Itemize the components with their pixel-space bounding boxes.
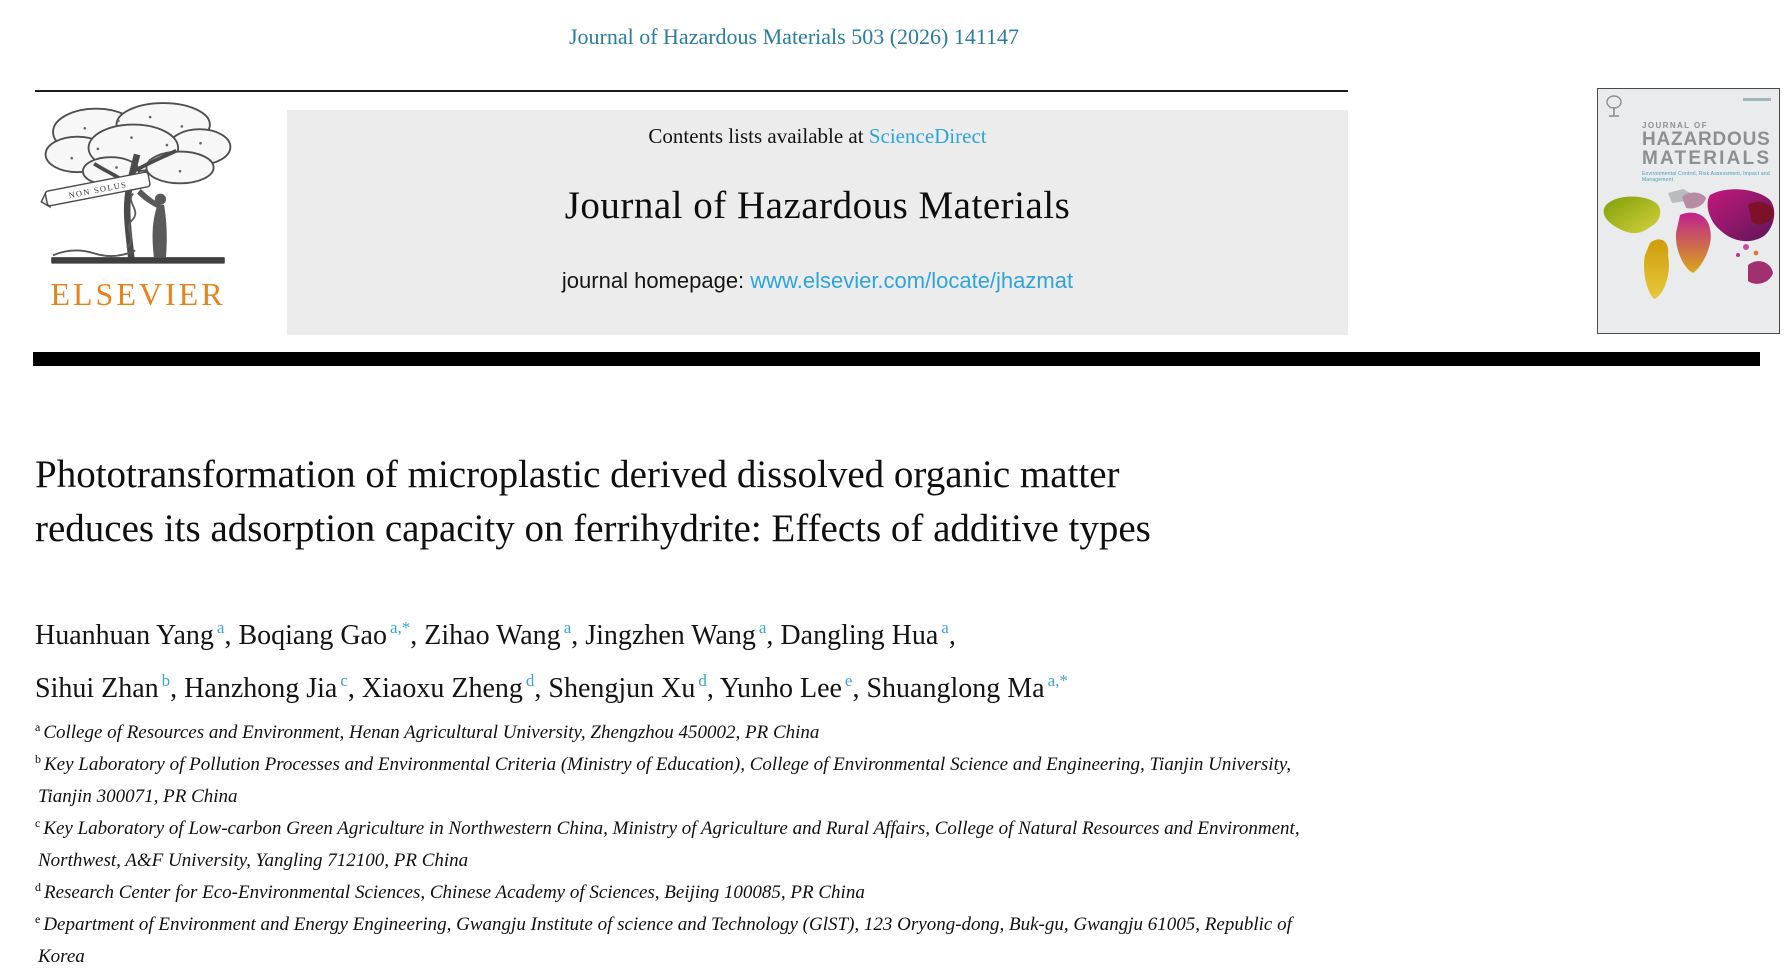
author-name: Zihao Wang xyxy=(424,620,561,651)
elsevier-logo: NON SOLUS ELSEVIER xyxy=(31,96,245,313)
author: Zihao Wang a, xyxy=(424,618,586,651)
author-name: Yunho Lee xyxy=(719,673,842,704)
author-name: Shengjun Xu xyxy=(548,673,696,704)
affiliation-superscript: a xyxy=(35,720,41,734)
author-separator: , xyxy=(766,620,781,651)
author: Boqiang Gao a,*, xyxy=(238,618,425,651)
affiliation-line: b Key Laboratory of Pollution Processes a… xyxy=(35,746,1565,778)
cover-subtitle: Environmental Control, Risk Assessment, … xyxy=(1642,171,1770,183)
cover-hazardous: HAZARDOUS xyxy=(1642,129,1771,150)
contents-prefix: Contents lists available at xyxy=(648,124,869,148)
affiliation-line: Korea xyxy=(35,938,1565,970)
author-list: Huanhuan Yang a, Boqiang Gao a,*, Zihao Wa… xyxy=(35,605,1565,711)
author: Xiaoxu Zheng d, xyxy=(361,671,549,704)
affiliation-superscript: e xyxy=(35,912,41,926)
article-title: Phototransformation of microplastic deri… xyxy=(35,448,1555,556)
author-superscript: c xyxy=(340,671,348,690)
affiliation-line: Tianjin 300071, PR China xyxy=(35,778,1565,810)
affiliation-superscript: d xyxy=(35,880,41,894)
affiliation-line: e Department of Environment and Energy En… xyxy=(35,906,1565,938)
header-rule xyxy=(35,90,1348,92)
author-separator: , xyxy=(410,620,425,651)
author-superscript: d xyxy=(525,671,535,690)
homepage-prefix: journal homepage: xyxy=(561,268,751,293)
author-name: Xiaoxu Zheng xyxy=(361,673,523,704)
author-separator: , xyxy=(224,620,239,651)
affiliation-superscript: c xyxy=(35,816,41,830)
affiliation-line: d Research Center for Eco-Environmental S… xyxy=(35,874,1565,906)
elsevier-tree-icon: NON SOLUS xyxy=(40,102,232,264)
affiliation-text: Northwest, A&F University, Yangling 7121… xyxy=(38,850,469,871)
separator-bar xyxy=(33,352,1760,366)
journal-citation[interactable]: Journal of Hazardous Materials 503 (2026… xyxy=(568,24,1020,49)
article-title-line: Phototransformation of microplastic deri… xyxy=(35,453,1120,496)
author: Huanhuan Yang a, xyxy=(35,618,239,651)
author-separator: , xyxy=(852,673,867,704)
author: Shuanglong Ma a,* xyxy=(866,671,1068,704)
cover-world-map-image xyxy=(1603,189,1775,299)
author-superscript: a,* xyxy=(389,618,411,637)
author-superscript: e xyxy=(844,671,853,690)
author-name: Boqiang Gao xyxy=(238,620,387,651)
affiliation-text: Tianjin 300071, PR China xyxy=(38,786,238,807)
author-separator: , xyxy=(948,620,956,651)
affiliation-text: Key Laboratory of Low-carbon Green Agric… xyxy=(43,818,1300,839)
author-superscript: a,* xyxy=(1047,671,1068,690)
author: Dangling Hua a, xyxy=(780,618,956,651)
sciencedirect-link[interactable]: ScienceDirect xyxy=(868,124,987,148)
author-separator: , xyxy=(347,673,362,704)
homepage-line: journal homepage: www.elsevier.com/locat… xyxy=(287,268,1348,294)
cover-materials: MATERIALS xyxy=(1642,148,1772,169)
gentleman-figure xyxy=(137,188,167,258)
author-separator: , xyxy=(534,673,549,704)
author-superscript: a xyxy=(941,618,949,637)
journal-cover-thumbnail: JOURNAL OF HAZARDOUS MATERIALS Environme… xyxy=(1597,88,1780,334)
author-name: Jingzhen Wang xyxy=(585,620,756,651)
author-superscript: a xyxy=(216,618,225,637)
affiliation-text: Research Center for Eco-Environmental Sc… xyxy=(44,882,865,903)
author-superscript: b xyxy=(161,671,171,690)
author-name: Shuanglong Ma xyxy=(866,673,1045,704)
contents-line: Contents lists available at ScienceDirec… xyxy=(287,124,1348,149)
article-title-line: reduces its adsorption capacity on ferri… xyxy=(35,507,1151,550)
author: Shengjun Xu d, xyxy=(548,671,720,704)
author-name: Sihui Zhan xyxy=(35,673,159,704)
author-separator: , xyxy=(571,620,586,651)
author-name: Dangling Hua xyxy=(780,620,939,651)
author: Jingzhen Wang a, xyxy=(585,618,781,651)
author-superscript: a xyxy=(563,618,572,637)
masthead-box: Contents lists available at ScienceDirec… xyxy=(287,110,1348,335)
author-name: Hanzhong Jia xyxy=(184,673,338,704)
author-superscript: d xyxy=(698,671,707,690)
journal-title: Journal of Hazardous Materials xyxy=(564,184,1071,227)
affiliation-text: Korea xyxy=(38,946,85,967)
affiliation-text: Key Laboratory of Pollution Processes an… xyxy=(44,754,1291,775)
author: Hanzhong Jia c, xyxy=(184,671,362,704)
author-line-2: Sihui Zhan b, Hanzhong Jia c, Xiaoxu Zheng… xyxy=(35,658,1565,711)
affiliation-line: c Key Laboratory of Low-carbon Green Agri… xyxy=(35,810,1565,842)
affiliations: a College of Resources and Environment, H… xyxy=(35,714,1565,970)
cover-journal-of: JOURNAL OF xyxy=(1642,121,1708,130)
cover-elsevier-icon xyxy=(1606,95,1622,117)
author-separator: , xyxy=(706,673,720,704)
affiliation-text: College of Resources and Environment, He… xyxy=(43,722,820,743)
author-name: Huanhuan Yang xyxy=(35,620,214,651)
author: Sihui Zhan b, xyxy=(35,671,185,704)
author: Yunho Lee e, xyxy=(719,671,867,704)
affiliation-line: a College of Resources and Environment, H… xyxy=(35,714,1565,746)
author-superscript: a xyxy=(758,618,767,637)
affiliation-line: Northwest, A&F University, Yangling 7121… xyxy=(35,842,1565,874)
homepage-link[interactable]: www.elsevier.com/locate/jhazmat xyxy=(750,268,1074,293)
affiliation-superscript: b xyxy=(35,752,41,766)
affiliation-text: Department of Environment and Energy Eng… xyxy=(43,914,1292,935)
elsevier-wordmark: ELSEVIER xyxy=(50,276,226,312)
author-separator: , xyxy=(170,673,185,704)
cover-issn-mark xyxy=(1743,98,1771,101)
author-line-1: Huanhuan Yang a, Boqiang Gao a,*, Zihao Wa… xyxy=(35,605,1565,658)
